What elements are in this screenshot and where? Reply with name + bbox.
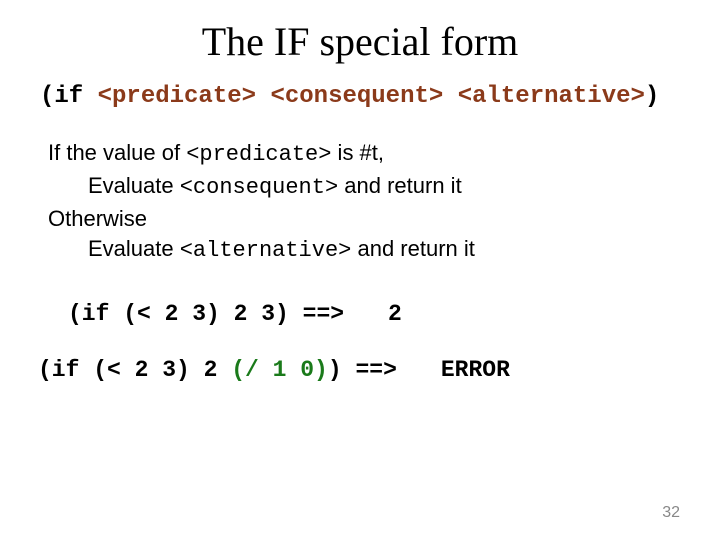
l4-a: Evaluate	[88, 236, 180, 261]
l4-alt: <alternative>	[180, 238, 352, 263]
syntax-alternative: <alternative>	[458, 83, 645, 110]
ex1-result: 2	[388, 301, 402, 327]
syntax-close: )	[645, 83, 659, 110]
l1-a: If the value of	[48, 140, 186, 165]
syntax-sp1	[256, 83, 270, 110]
l4-b: and return it	[351, 236, 475, 261]
ex2-post: ) ==>	[328, 357, 397, 383]
ex2-pre: (if (< 2 3) 2	[38, 357, 231, 383]
syntax-open: (if	[40, 83, 98, 110]
syntax-consequent: <consequent>	[270, 83, 443, 110]
ex2-result: ERROR	[441, 357, 510, 383]
l2-a: Evaluate	[88, 173, 180, 198]
syntax-line: (if <predicate> <consequent> <alternativ…	[40, 83, 690, 110]
syntax-predicate: <predicate>	[98, 83, 256, 110]
body-block: If the value of <predicate> is #t, Evalu…	[48, 138, 690, 267]
line-1: If the value of <predicate> is #t,	[48, 138, 690, 171]
l2-b: and return it	[338, 173, 462, 198]
syntax-sp2	[443, 83, 457, 110]
page-number: 32	[662, 504, 680, 522]
l1-b: is #t,	[331, 140, 384, 165]
example-1: (if (< 2 3) 2 3) ==> 2	[68, 301, 690, 327]
example-2: (if (< 2 3) 2 (/ 1 0)) ==> ERROR	[38, 357, 690, 383]
line-4: Evaluate <alternative> and return it	[88, 234, 690, 267]
slide-title: The IF special form	[30, 18, 690, 65]
line-3: Otherwise	[48, 204, 690, 235]
ex2-green: (/ 1 0)	[231, 357, 328, 383]
l1-pred: <predicate>	[186, 142, 331, 167]
line-2: Evaluate <consequent> and return it	[88, 171, 690, 204]
ex1-code: (if (< 2 3) 2 3) ==>	[68, 301, 344, 327]
l2-cons: <consequent>	[180, 175, 338, 200]
